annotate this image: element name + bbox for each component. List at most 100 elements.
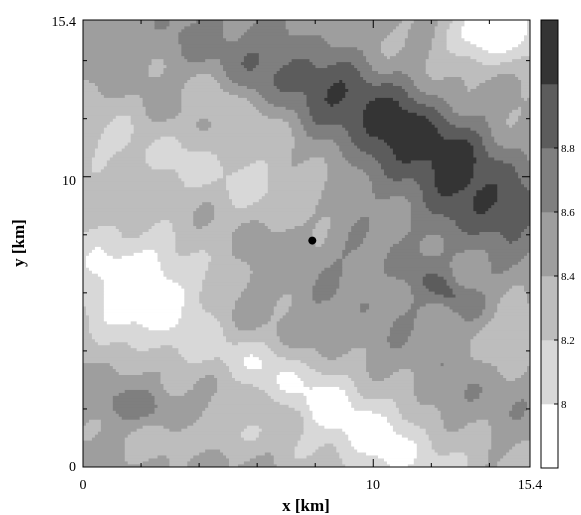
contour-cell [97, 431, 132, 435]
contour-cell [407, 338, 471, 343]
contour-cell [258, 356, 287, 361]
contour-cell [509, 413, 525, 417]
contour-cell [345, 431, 397, 435]
contour-cell [202, 288, 245, 292]
contour-cell [151, 61, 164, 66]
contour-cell [106, 163, 149, 167]
contour-cell [434, 34, 447, 39]
contour-cell [291, 133, 307, 137]
contour-cell [330, 264, 343, 268]
contour-cell [83, 219, 161, 224]
contour-cell [184, 297, 200, 301]
contour-cell [431, 443, 492, 447]
contour-cell [485, 323, 530, 328]
contour-cell [449, 25, 462, 30]
contour-cell [315, 243, 322, 247]
contour-cell [234, 306, 275, 310]
contour-cell [306, 97, 325, 101]
contour-cell [214, 210, 316, 215]
contour-cell [226, 338, 281, 343]
contour-cell [351, 443, 418, 447]
contour-cell [509, 240, 513, 244]
contour-cell [497, 306, 530, 310]
contour-cell [327, 228, 352, 232]
contour-cell [351, 225, 370, 229]
contour-cell [208, 267, 251, 271]
contour-cell [178, 282, 203, 286]
contour-cell [83, 145, 99, 149]
contour-cell [303, 416, 313, 420]
contour-cell [312, 297, 331, 301]
contour-cell [413, 389, 465, 393]
contour-cell [398, 410, 441, 414]
contour-cell [193, 455, 227, 459]
contour-cell [208, 401, 281, 405]
contour-cell [375, 195, 391, 200]
contour-cell [223, 64, 245, 69]
contour-cell [83, 410, 117, 414]
contour-cell [363, 121, 433, 125]
contour-cell [381, 46, 403, 51]
contour-cell [348, 133, 370, 137]
contour-cell [229, 458, 251, 462]
contour-cell [223, 20, 257, 24]
colorbar-band [541, 404, 558, 469]
contour-cell [342, 79, 367, 83]
contour-cell [419, 243, 444, 247]
contour-cell [470, 347, 530, 352]
contour-cell [249, 100, 269, 104]
contour-cell [202, 413, 301, 417]
contour-cell [425, 103, 450, 107]
contour-cell [83, 246, 96, 250]
contour-cell [410, 228, 462, 232]
contour-cell [303, 422, 319, 426]
contour-cell [279, 371, 295, 376]
contour-cell [83, 276, 102, 280]
contour-cell [264, 97, 307, 101]
contour-cell [389, 195, 406, 200]
contour-cell [527, 404, 530, 408]
contour-cell [83, 28, 182, 33]
contour-cell [100, 169, 176, 173]
contour-cell [217, 386, 260, 390]
contour-cell [416, 180, 436, 185]
contour-cell [83, 407, 114, 411]
contour-cell [83, 389, 126, 393]
contour-cell [327, 174, 370, 179]
contour-cell [83, 425, 102, 429]
contour-cell [258, 61, 290, 66]
contour-cell [112, 407, 155, 411]
contour-cell [83, 264, 87, 268]
contour-cell [491, 270, 504, 274]
contour-cell [467, 383, 480, 387]
contour-cell [324, 160, 349, 164]
contour-cell [431, 166, 474, 170]
contour-cell [151, 118, 167, 122]
contour-cell [518, 106, 522, 110]
contour-cell [208, 404, 290, 408]
contour-cell [83, 100, 143, 104]
contour-cell [267, 100, 307, 104]
contour-cell [88, 329, 224, 334]
contour-cell [97, 145, 126, 149]
contour-cell [273, 461, 343, 465]
contour-cell [103, 279, 173, 283]
contour-cell [372, 67, 427, 72]
contour-cell [232, 198, 260, 203]
contour-cell [243, 437, 257, 441]
contour-cell [452, 109, 513, 113]
contour-cell [488, 124, 510, 128]
contour-cell [345, 240, 364, 244]
contour-cell [509, 449, 530, 453]
contour-cell [461, 315, 480, 319]
contour-cell [407, 231, 468, 235]
contour-cell [83, 362, 111, 367]
contour-cell [249, 25, 287, 30]
contour-cell [109, 362, 227, 367]
contour-cell [214, 216, 310, 221]
contour-cell [276, 70, 361, 75]
contour-cell [97, 88, 182, 92]
contour-cell [455, 52, 530, 57]
contour-cell [172, 279, 203, 283]
contour-cell [83, 64, 149, 69]
